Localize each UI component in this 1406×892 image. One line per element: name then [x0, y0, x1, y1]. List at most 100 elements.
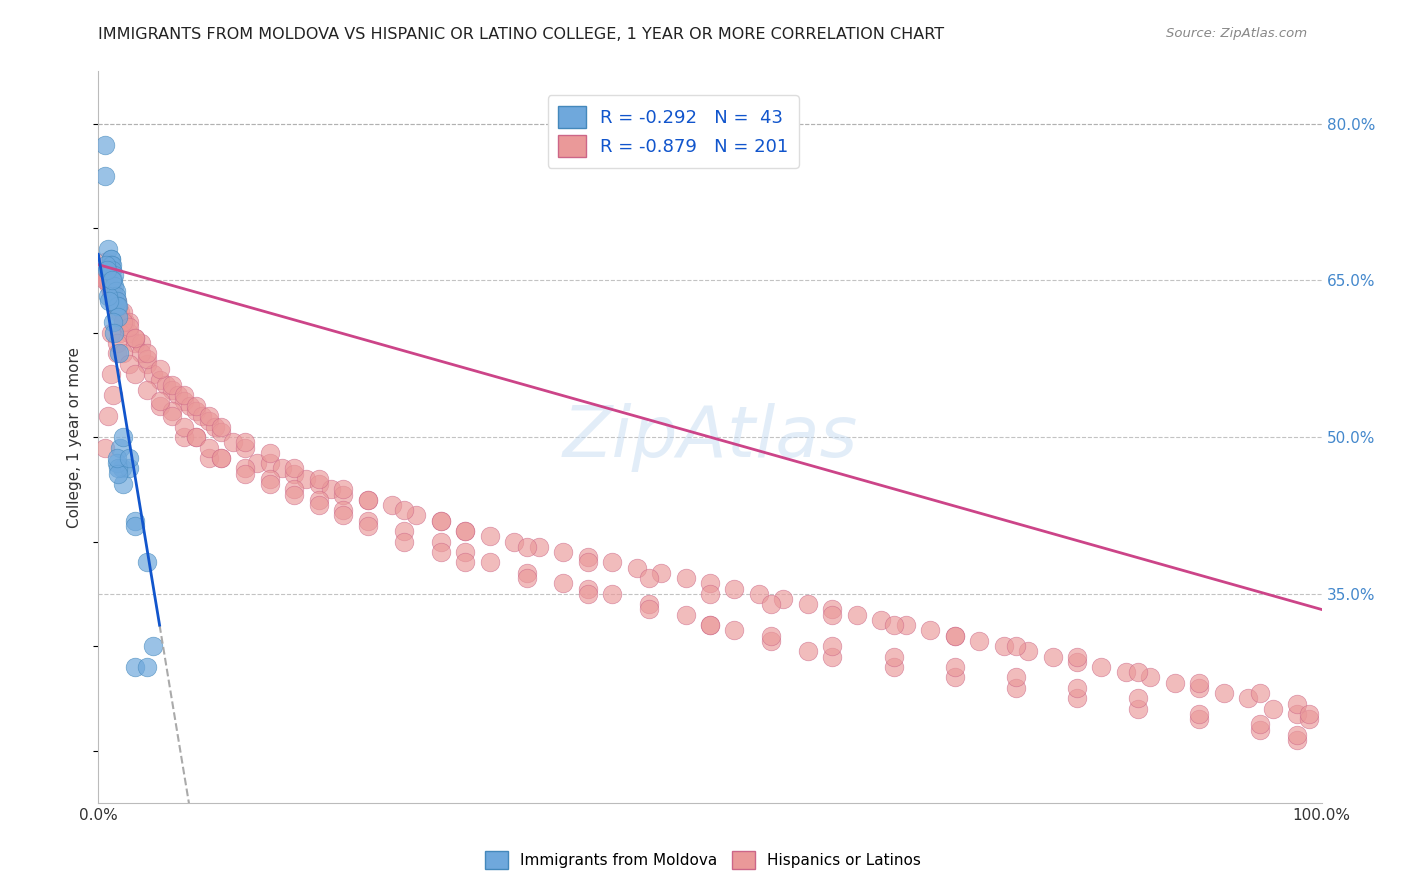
Point [101, 294, 124, 309]
Point [233, 467, 256, 481]
Point [283, 467, 305, 481]
Point [1188, 675, 1211, 690]
Point [204, 419, 226, 434]
Point [93, 169, 115, 183]
Point [1212, 686, 1234, 700]
Point [108, 346, 131, 360]
Point [209, 419, 232, 434]
Point [943, 670, 966, 684]
Point [638, 602, 661, 616]
Point [650, 566, 672, 580]
Point [699, 618, 721, 632]
Point [209, 450, 232, 465]
Legend: R = -0.292   N =  43, R = -0.879   N = 201: R = -0.292 N = 43, R = -0.879 N = 201 [547, 95, 799, 168]
Point [1286, 706, 1309, 721]
Point [515, 540, 537, 554]
Point [149, 393, 172, 408]
Point [124, 331, 146, 345]
Point [155, 377, 177, 392]
Point [136, 556, 159, 570]
Point [748, 587, 770, 601]
Point [136, 346, 159, 360]
Point [167, 388, 190, 402]
Point [118, 461, 141, 475]
Point [319, 483, 342, 497]
Text: Source: ZipAtlas.com: Source: ZipAtlas.com [1167, 27, 1308, 40]
Point [101, 258, 124, 272]
Point [105, 294, 128, 309]
Point [308, 477, 330, 491]
Point [283, 483, 305, 497]
Point [100, 263, 122, 277]
Point [173, 393, 195, 408]
Point [186, 430, 208, 444]
Point [1286, 697, 1309, 711]
Point [107, 467, 129, 481]
Point [105, 336, 128, 351]
Point [233, 435, 256, 450]
Point [761, 597, 783, 611]
Point [430, 514, 453, 528]
Point [638, 597, 661, 611]
Point [160, 409, 183, 424]
Point [93, 137, 115, 152]
Point [1115, 665, 1137, 680]
Point [270, 461, 294, 475]
Point [1066, 681, 1088, 695]
Point [186, 399, 208, 413]
Point [124, 336, 146, 351]
Point [105, 346, 128, 360]
Point [100, 284, 122, 298]
Point [600, 556, 623, 570]
Point [283, 487, 305, 501]
Point [105, 300, 128, 314]
Point [93, 273, 115, 287]
Point [97, 273, 120, 287]
Point [246, 456, 269, 470]
Point [943, 629, 966, 643]
Point [259, 456, 281, 470]
Point [111, 315, 134, 329]
Point [356, 492, 378, 507]
Point [883, 618, 905, 632]
Point [1188, 681, 1211, 695]
Point [308, 472, 330, 486]
Point [107, 300, 129, 314]
Point [107, 461, 129, 475]
Point [1004, 670, 1026, 684]
Point [454, 524, 477, 538]
Point [111, 304, 134, 318]
Point [1237, 691, 1260, 706]
Point [197, 409, 219, 424]
Point [675, 571, 697, 585]
Point [97, 242, 120, 256]
Point [332, 503, 354, 517]
Point [1298, 712, 1320, 726]
Y-axis label: College, 1 year or more: College, 1 year or more [67, 347, 83, 527]
Point [197, 414, 219, 428]
Point [1188, 712, 1211, 726]
Point [142, 368, 165, 382]
Point [149, 373, 172, 387]
Point [191, 409, 214, 424]
Point [1128, 665, 1150, 680]
Point [1249, 723, 1271, 737]
Point [259, 446, 281, 460]
Point [118, 357, 141, 371]
Point [100, 326, 122, 340]
Point [870, 613, 893, 627]
Point [186, 404, 208, 418]
Point [1066, 655, 1088, 669]
Point [1128, 702, 1150, 716]
Point [553, 545, 575, 559]
Point [1286, 733, 1309, 747]
Point [160, 383, 183, 397]
Point [332, 483, 354, 497]
Point [94, 273, 117, 287]
Point [104, 289, 127, 303]
Point [1090, 660, 1112, 674]
Point [129, 346, 152, 360]
Point [332, 487, 354, 501]
Point [675, 607, 697, 622]
Point [821, 649, 844, 664]
